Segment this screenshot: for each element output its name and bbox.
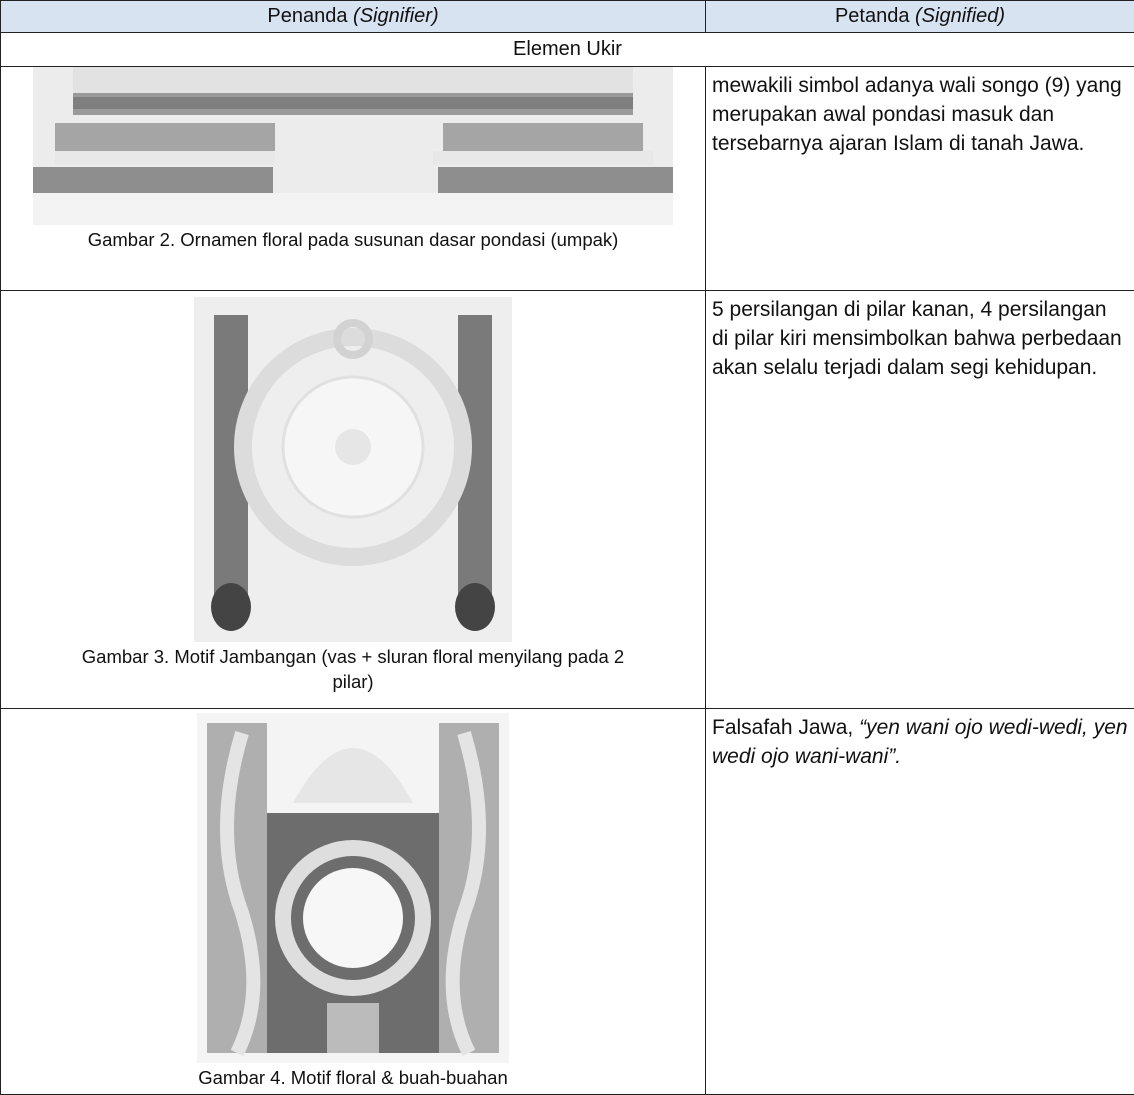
header-cell: Penanda (Signifier) — [1, 1, 706, 33]
meaning-text: Falsafah Jawa, “yen wani ojo wedi-wedi, … — [706, 709, 1134, 771]
header-row: Penanda (Signifier) Petanda (Signified) — [1, 1, 1134, 33]
signified-cell: 5 persilangan di pilar kanan, 4 persilan… — [706, 291, 1134, 709]
signifier-cell: Gambar 2. Ornamen floral pada susunan da… — [1, 67, 706, 291]
header-italic: (Signifier) — [353, 5, 439, 27]
header-text: Petanda — [835, 5, 915, 27]
figure-jambangan — [194, 297, 512, 642]
meaning-text: 5 persilangan di pilar kanan, 4 persilan… — [706, 291, 1134, 382]
signified-cell: Falsafah Jawa, “yen wani ojo wedi-wedi, … — [706, 709, 1134, 1095]
header-text: Penanda — [267, 5, 353, 27]
row: Gambar 2. Ornamen floral pada susunan da… — [1, 67, 1134, 291]
meaning-plain: Falsafah Jawa, — [712, 716, 859, 739]
figure-umpak — [33, 67, 673, 225]
meaning-text: mewakili simbol adanya wali songo (9) ya… — [706, 67, 1134, 158]
header-cell: Petanda (Signified) — [706, 1, 1134, 33]
section-row: Elemen Ukir — [1, 33, 1134, 67]
figure-caption: Gambar 3. Motif Jambangan (vas + sluran … — [73, 644, 633, 694]
signifier-cell: Gambar 4. Motif floral & buah-buahan — [1, 709, 706, 1095]
section-title: Elemen Ukir — [1, 33, 1134, 67]
figure-caption: Gambar 2. Ornamen floral pada susunan da… — [73, 227, 633, 252]
row: Gambar 4. Motif floral & buah-buahan Fal… — [1, 709, 1134, 1095]
figure-caption: Gambar 4. Motif floral & buah-buahan — [73, 1065, 633, 1090]
row: Gambar 3. Motif Jambangan (vas + sluran … — [1, 291, 1134, 709]
header-italic: (Signified) — [915, 5, 1005, 27]
figure-floral — [197, 713, 509, 1063]
signifier-cell: Gambar 3. Motif Jambangan (vas + sluran … — [1, 291, 706, 709]
signified-cell: mewakili simbol adanya wali songo (9) ya… — [706, 67, 1134, 291]
